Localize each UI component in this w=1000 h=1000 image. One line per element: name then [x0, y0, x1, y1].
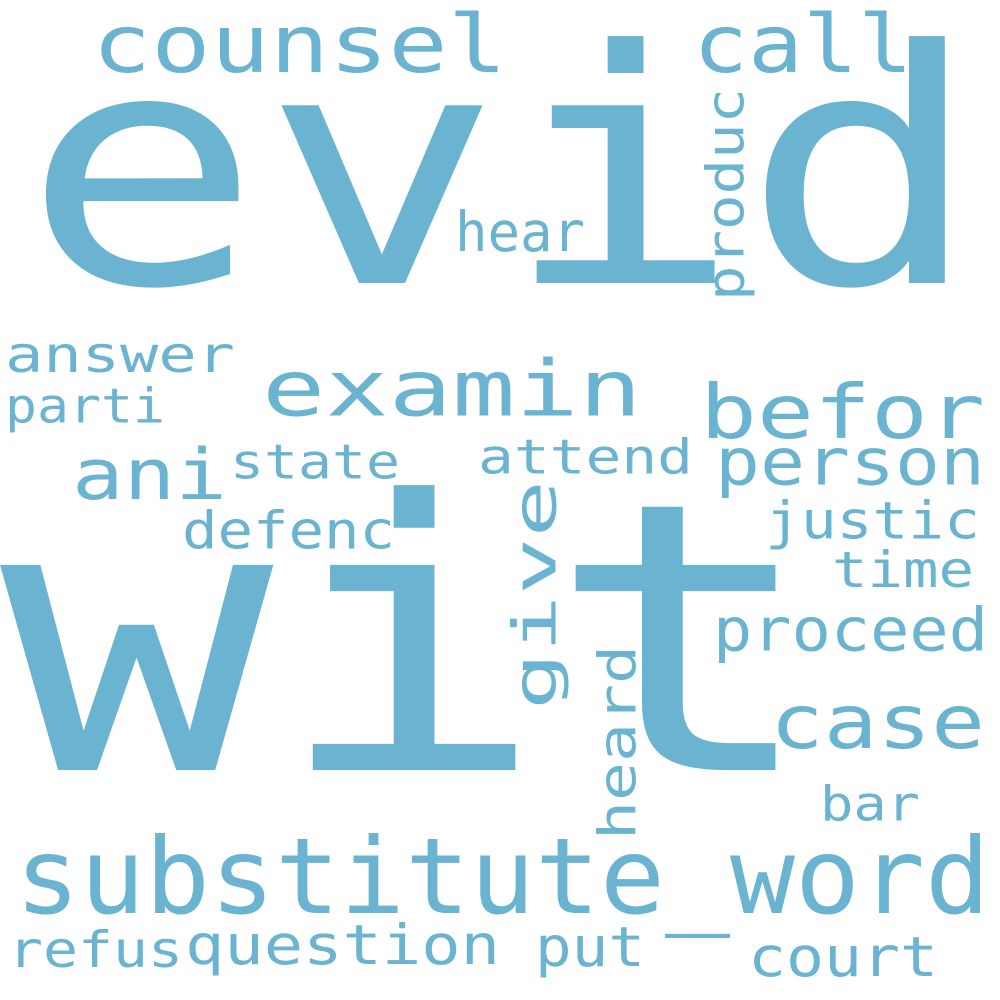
word-befor: befor — [700, 368, 985, 456]
word-refus: refus — [8, 920, 183, 979]
word-person: person — [715, 424, 985, 501]
word-put: put — [535, 915, 645, 980]
word-question: question — [185, 913, 500, 978]
word-defenc: defenc — [182, 500, 395, 562]
word-case: case — [770, 678, 985, 766]
word-evid: evid — [22, 0, 982, 361]
word-call: call — [693, 0, 913, 92]
word-substitute-word: substitute_word — [15, 815, 991, 939]
word-counsel: counsel — [92, 0, 507, 92]
word-parti: parti — [5, 377, 165, 434]
word-examin: examin — [262, 342, 642, 435]
word-give: give — [499, 480, 570, 710]
word-time: time — [832, 540, 974, 599]
word-court: court — [748, 925, 938, 990]
word-bar: bar — [820, 775, 920, 832]
word-justic: justic — [765, 490, 980, 552]
word-heard: heard — [587, 645, 649, 840]
word-state: state — [230, 433, 400, 490]
word-wit: wit — [0, 421, 820, 860]
word-attend: attend — [478, 428, 693, 485]
word-proceed: proceed — [713, 594, 988, 665]
word-produc: produc — [695, 87, 757, 301]
word-answer: answer — [5, 325, 235, 384]
word-hear: hear — [455, 200, 585, 265]
word-ani: ani — [72, 433, 227, 516]
